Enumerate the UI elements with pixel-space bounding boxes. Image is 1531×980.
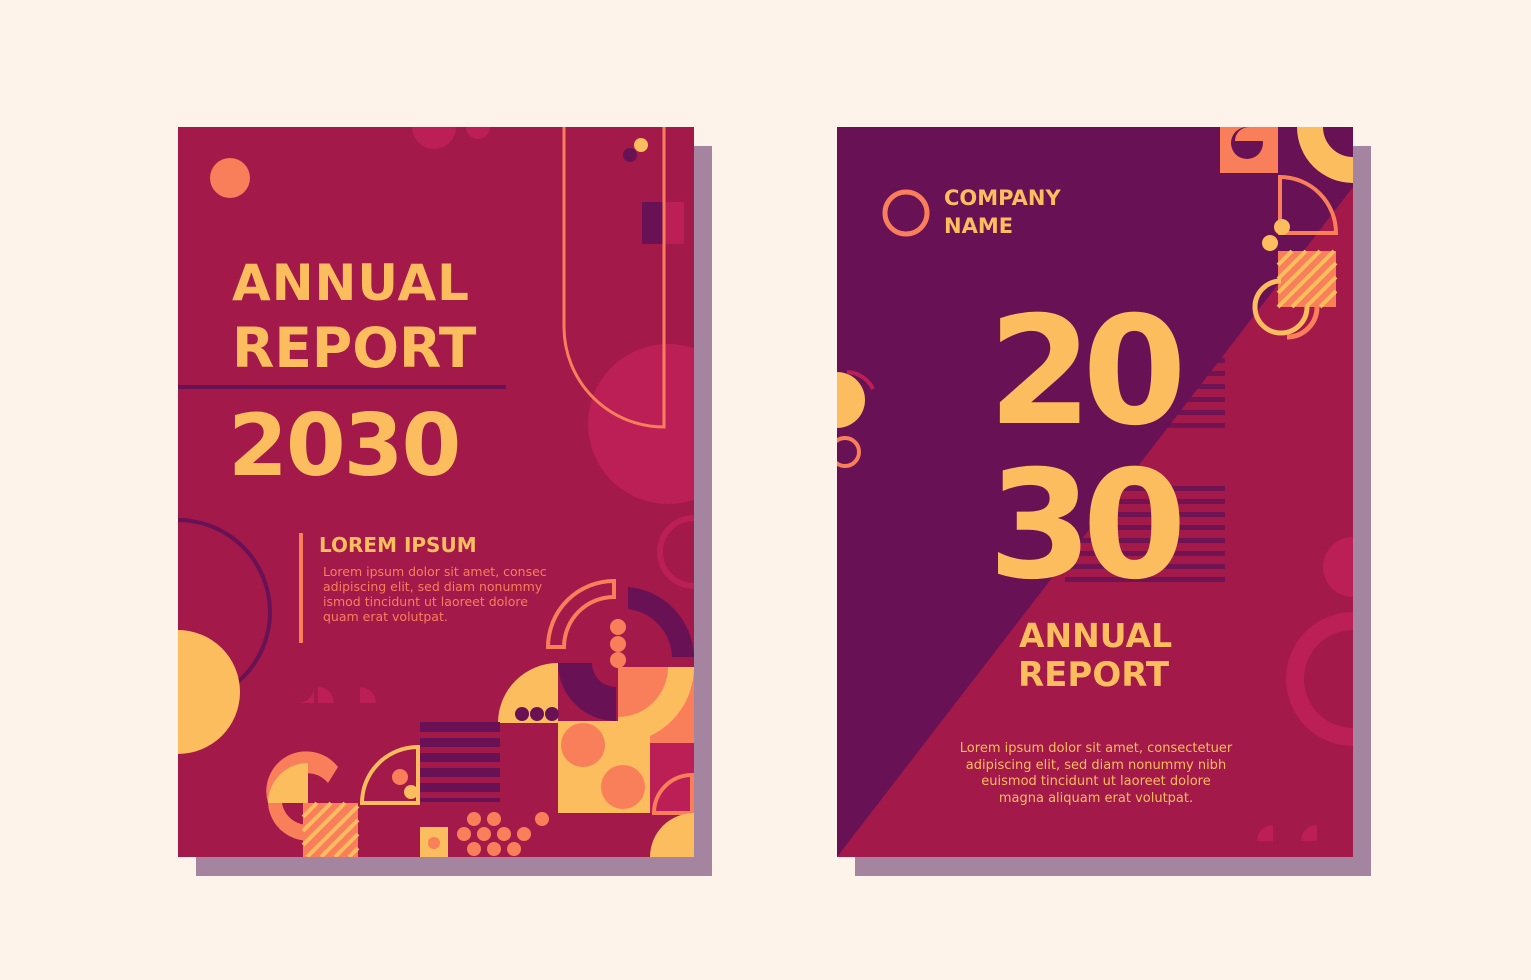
left-cover-decoration: [178, 127, 694, 857]
coral-dot-shape: [210, 158, 250, 198]
left-body-text: Lorem ipsum dolor sit amet, consec adipi…: [323, 564, 563, 624]
right-cover-decoration: [837, 127, 1353, 857]
right-title-line2: REPORT: [1018, 655, 1170, 695]
accent-bar: [299, 533, 303, 643]
left-body-line: Lorem ipsum dolor sit amet, consec: [323, 564, 547, 579]
company-name-line2: NAME: [944, 214, 1014, 238]
arch-outline-shape: [562, 127, 666, 429]
right-body-line: magna aliquam erat volutpat.: [998, 790, 1194, 806]
right-title-line1: ANNUAL: [1019, 616, 1173, 655]
left-title-line2: REPORT: [232, 316, 477, 380]
right-body-line: euismod tincidunt ut laoreet dolore: [981, 774, 1211, 789]
right-year-bottom: 30: [988, 439, 1187, 613]
company-name-line1: COMPANY: [944, 186, 1061, 210]
left-subheading: LOREM IPSUM: [319, 533, 477, 557]
diagonal-panel-shape: [837, 127, 1353, 857]
left-cover: [178, 127, 694, 857]
left-title-line1: ANNUAL: [232, 254, 471, 312]
left-body-line: quam erat volutpat.: [323, 609, 448, 624]
right-cover: [837, 127, 1353, 857]
right-year-top: 20: [988, 285, 1187, 459]
right-body-line: adipiscing elit, sed diam nonummy nibh: [965, 757, 1227, 773]
left-year: 2030: [228, 396, 461, 496]
left-body-line: ismod tincidunt ut laoreet dolore: [323, 594, 528, 609]
left-body-line: adipiscing elit, sed diam nonummy: [323, 579, 543, 594]
right-body-text: Lorem ipsum dolor sit amet, consectetuer…: [940, 741, 1252, 807]
right-body-line: Lorem ipsum dolor sit amet, consectetuer: [959, 741, 1233, 756]
company-logo-ring: [882, 189, 930, 237]
title-divider: [178, 385, 506, 389]
